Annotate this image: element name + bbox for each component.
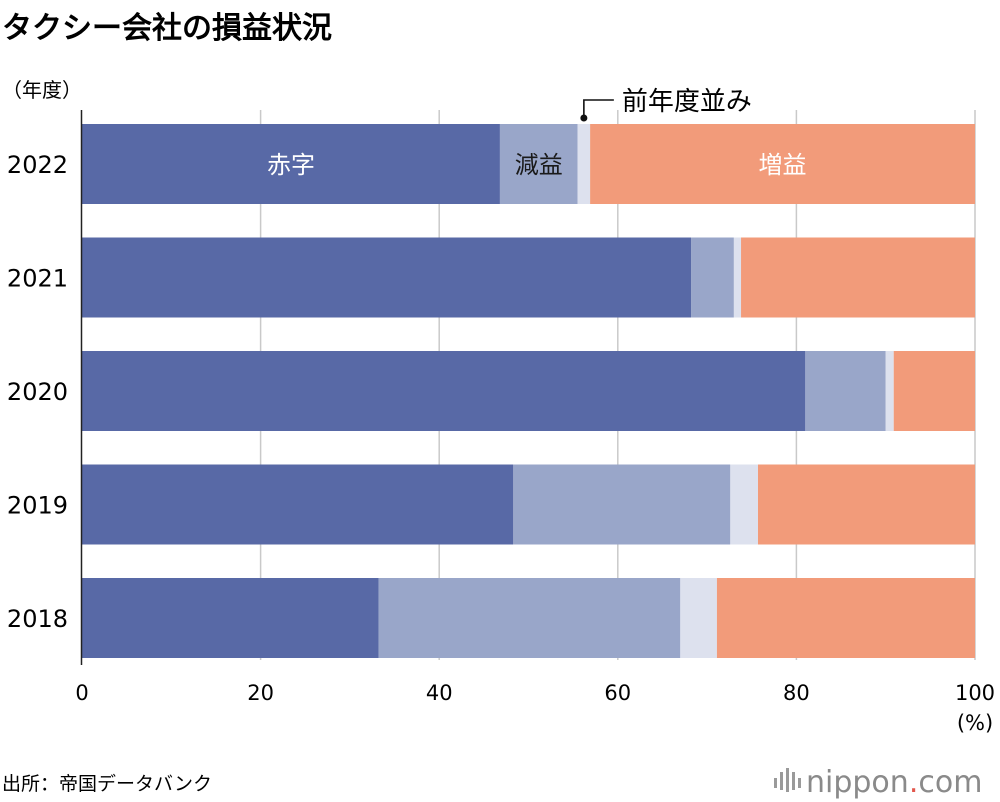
bar-segment-2018-2 [680, 578, 717, 658]
bar-segment-2019-2 [730, 464, 759, 545]
bar-segment-2022-3 [590, 124, 975, 204]
bar-segment-2019-3 [758, 464, 975, 545]
callout-leader-line [583, 99, 614, 118]
bar-segment-2021-1 [691, 237, 734, 318]
y-category-label: 2021 [7, 265, 68, 293]
y-category-label: 2019 [7, 492, 68, 520]
bar-segment-2019-0 [82, 464, 514, 545]
chart-title: タクシー会社の損益状況 [2, 11, 332, 46]
x-axis-ticks: 0 20 40 60 80 100 [75, 681, 995, 705]
nippon-logo: nippon.com [774, 765, 982, 800]
x-tick-label: 100 [955, 681, 995, 705]
bar-segment-2022-2 [577, 124, 591, 204]
x-tick-label: 0 [75, 681, 88, 705]
bar-segment-2022-0 [82, 124, 500, 204]
y-category-label: 2018 [7, 605, 68, 633]
logo-dot: . [909, 765, 919, 800]
segment-label: 減益 [515, 151, 563, 179]
segment-labels: 赤字 減益 増益 [267, 151, 807, 179]
bar-segment-2020-0 [82, 351, 806, 431]
logo-mark-icon [774, 768, 801, 792]
bar-segment-2021-2 [733, 237, 742, 318]
bar-segment-2020-1 [805, 351, 886, 431]
bar-segment-2021-3 [741, 237, 975, 318]
y-category-label: 2022 [7, 151, 68, 179]
segment-label: 赤字 [267, 151, 315, 179]
bar-segment-2019-1 [513, 464, 731, 545]
callout-label: 前年度並み [622, 87, 752, 117]
logo-name: nippon [806, 765, 909, 800]
x-tick-label: 80 [783, 681, 810, 705]
logo-suffix: com [918, 765, 982, 800]
logo-wordmark: nippon.com [806, 765, 982, 800]
y-axis-unit-label: （年度） [2, 78, 82, 102]
bar-segment-2018-3 [716, 578, 975, 658]
x-tick-label: 20 [247, 681, 274, 705]
bar-segment-2022-1 [499, 124, 578, 204]
bar-segment-2018-1 [378, 578, 681, 658]
y-axis-categories: 2022 2021 2020 2019 2018 [7, 151, 68, 633]
source-note: 出所：帝国データバンク [2, 773, 212, 795]
segment-label: 増益 [759, 151, 807, 179]
bar-segment-2020-3 [893, 351, 975, 431]
y-category-label: 2020 [7, 378, 68, 406]
callout-annotation: 前年度並み [580, 87, 752, 122]
x-tick-label: 60 [604, 681, 631, 705]
bar-segment-2020-2 [885, 351, 894, 431]
bar-segment-2021-0 [82, 237, 692, 318]
x-tick-label: 40 [426, 681, 453, 705]
bar-series [82, 124, 975, 658]
x-axis-unit-label: (%) [957, 711, 993, 735]
callout-dot [580, 114, 588, 122]
bar-segment-2018-0 [82, 578, 379, 658]
